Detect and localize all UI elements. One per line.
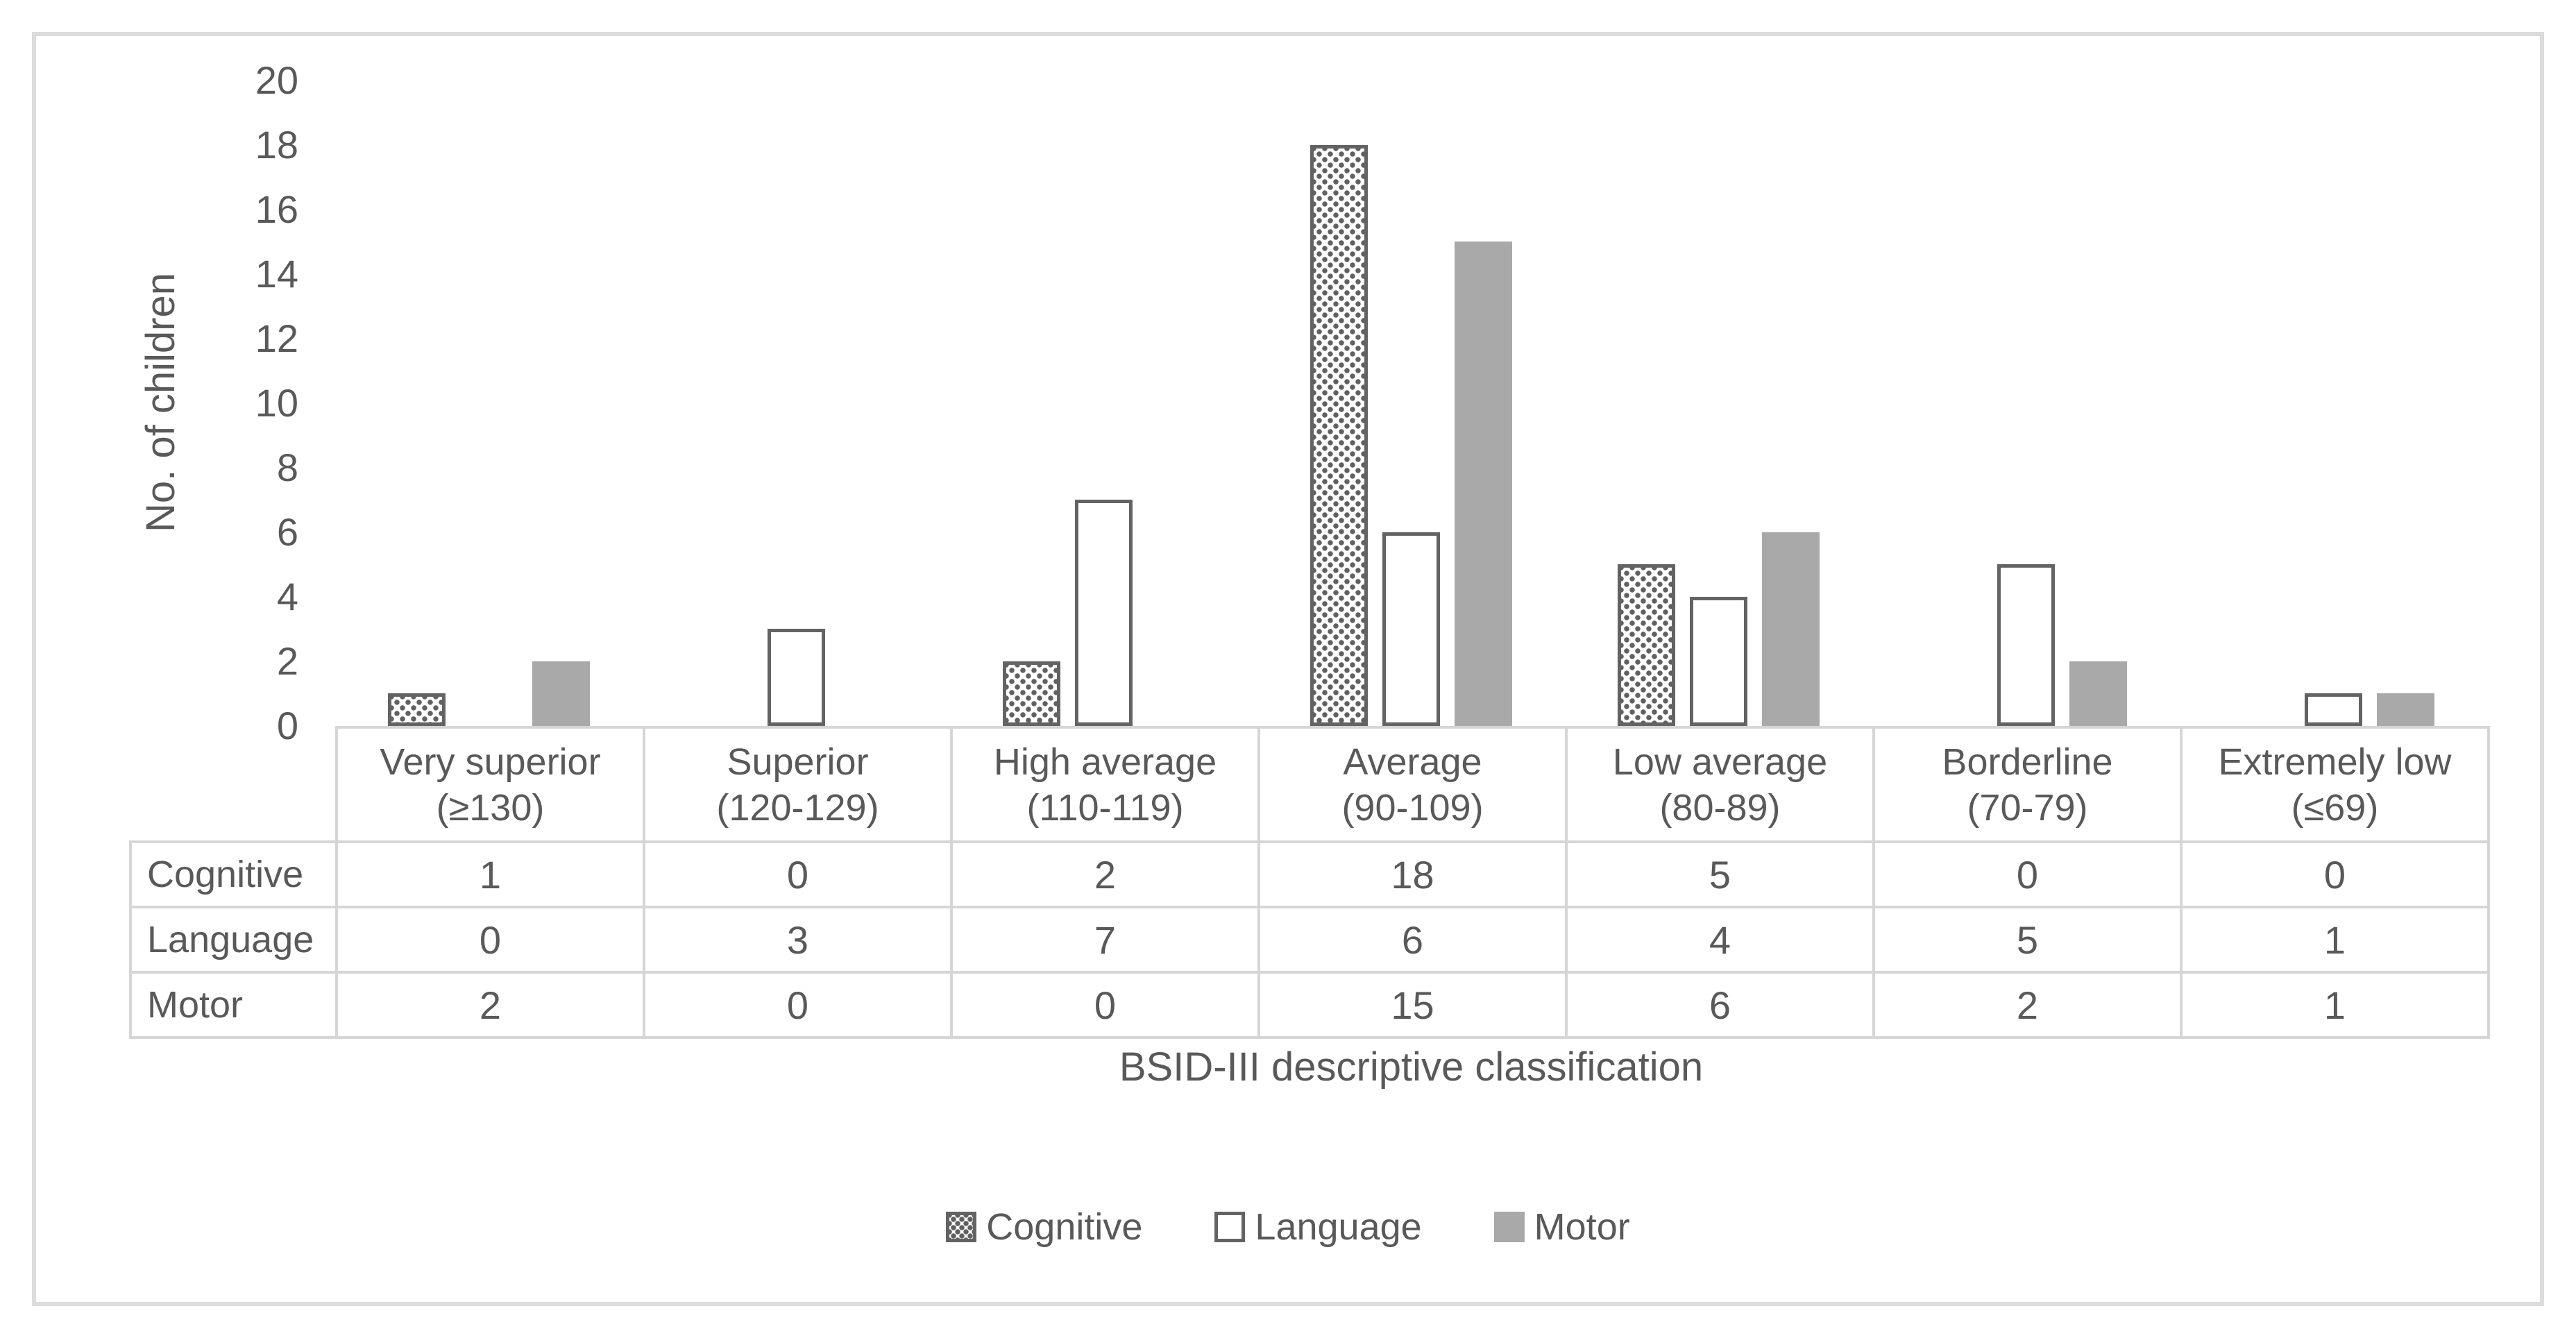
bar-language-6 [2305, 693, 2362, 726]
category-range: (90-109) [1341, 786, 1484, 829]
value-motor-1: 0 [643, 971, 953, 1039]
value-motor-0: 2 [335, 971, 645, 1039]
category-header-6: Borderline (70-79) [1872, 726, 2183, 843]
bar-motor-3 [1455, 242, 1512, 726]
category-header-2: Superior (120-129) [643, 726, 953, 843]
table-row-language: Language 0 3 7 6 4 5 1 [129, 906, 2490, 974]
category-header-1: Very superior (≥130) [335, 726, 645, 843]
bar-motor-6 [2377, 693, 2434, 726]
category-range: (≤69) [2291, 786, 2379, 829]
y-axis-tick-label: 6 [276, 510, 298, 554]
legend-item-cognitive: Cognitive [946, 1206, 1142, 1248]
category-name: Borderline [1942, 740, 2113, 783]
bar-cognitive-3 [1310, 145, 1368, 726]
category-header-4: Average (90-109) [1257, 726, 1568, 843]
category-header-3: High average (110-119) [950, 726, 1260, 843]
value-cognitive-4: 5 [1565, 840, 1875, 908]
category-name: Average [1343, 740, 1482, 783]
row-header-cognitive: Cognitive [129, 840, 338, 908]
bar-language-4 [1690, 597, 1747, 726]
value-cognitive-5: 0 [1872, 840, 2183, 908]
value-motor-5: 2 [1872, 971, 2183, 1039]
value-cognitive-0: 1 [335, 840, 645, 908]
bar-language-3 [1382, 532, 1440, 726]
value-language-0: 0 [335, 906, 645, 974]
bar-cognitive-2 [1003, 661, 1060, 726]
value-cognitive-2: 2 [950, 840, 1260, 908]
y-axis-tick-label: 10 [255, 381, 298, 425]
table-header-row: Very superior (≥130) Superior (120-129) High… [130, 726, 2490, 843]
category-range: (70-79) [1967, 786, 2088, 829]
bar-cognitive-4 [1618, 564, 1675, 726]
y-axis-tick-label: 0 [276, 704, 298, 747]
value-motor-3: 15 [1257, 971, 1568, 1039]
y-axis-tick-label: 8 [276, 446, 298, 489]
y-axis-tick-label: 12 [255, 316, 298, 360]
legend-label: Language [1255, 1206, 1422, 1248]
bar-motor-4 [1762, 532, 1820, 726]
table-row-cognitive: Cognitive 1 0 2 18 5 0 0 [129, 840, 2490, 908]
bar-cognitive-0 [388, 693, 446, 726]
legend-item-language: Language [1214, 1206, 1422, 1248]
y-axis-tick-label: 18 [255, 123, 298, 167]
row-header-motor: Motor [129, 971, 338, 1039]
category-name: High average [993, 740, 1217, 783]
data-table: Very superior (≥130) Superior (120-129) High… [129, 726, 2490, 1039]
value-language-1: 3 [643, 906, 953, 974]
category-header-5: Low average (80-89) [1565, 726, 1875, 843]
category-name: Superior [727, 740, 869, 783]
value-language-4: 4 [1565, 906, 1875, 974]
value-cognitive-3: 18 [1257, 840, 1568, 908]
y-axis-tick-label: 2 [276, 639, 298, 683]
y-axis-tick-label: 14 [255, 252, 298, 296]
value-motor-6: 1 [2180, 971, 2490, 1039]
y-axis-tick-label: 20 [255, 58, 298, 102]
value-language-6: 1 [2180, 906, 2490, 974]
legend-item-motor: Motor [1493, 1206, 1630, 1248]
legend: Cognitive Language Motor [0, 1206, 2576, 1248]
category-name: Extremely low [2218, 740, 2452, 783]
category-range: (110-119) [1026, 786, 1184, 829]
table-corner-blank [130, 727, 337, 842]
legend-marker-motor-icon [1493, 1212, 1525, 1242]
value-language-3: 6 [1257, 906, 1568, 974]
legend-label: Motor [1534, 1206, 1630, 1248]
table-row-motor: Motor 2 0 0 15 6 2 1 [129, 971, 2490, 1039]
legend-marker-cognitive-icon [946, 1212, 977, 1242]
x-axis-title: BSID-III descriptive classification [1119, 1044, 1704, 1090]
category-range: (80-89) [1659, 786, 1781, 829]
y-axis-tick-label: 4 [276, 575, 298, 618]
row-header-language: Language [129, 906, 338, 974]
category-name: Low average [1612, 740, 1828, 783]
y-axis-tick-label: 16 [255, 187, 298, 231]
category-range: (120-129) [716, 786, 879, 829]
bar-language-5 [1997, 564, 2055, 726]
value-language-5: 5 [1872, 906, 2183, 974]
bar-motor-5 [2069, 661, 2127, 726]
category-range: (≥130) [436, 786, 545, 829]
category-header-7: Extremely low (≤69) [2180, 726, 2490, 843]
bar-motor-0 [532, 661, 590, 726]
bar-language-2 [1075, 500, 1133, 726]
value-cognitive-1: 0 [643, 840, 953, 908]
value-motor-4: 6 [1565, 971, 1875, 1039]
value-cognitive-6: 0 [2180, 840, 2490, 908]
legend-label: Cognitive [986, 1206, 1143, 1248]
category-name: Very superior [380, 740, 601, 783]
legend-marker-language-icon [1214, 1212, 1246, 1242]
value-motor-2: 0 [950, 971, 1260, 1039]
value-language-2: 7 [950, 906, 1260, 974]
bar-language-1 [768, 629, 825, 726]
